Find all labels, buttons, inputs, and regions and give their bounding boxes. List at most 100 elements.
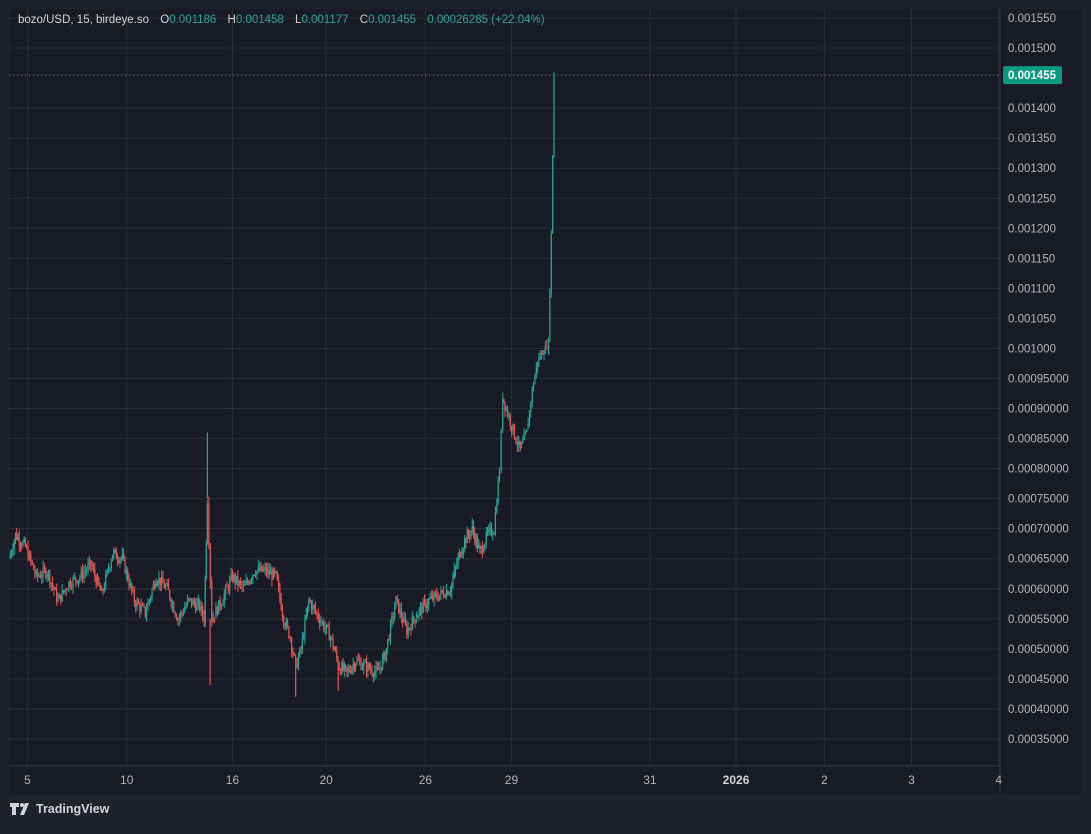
- candle-body: [339, 669, 342, 674]
- gridlines: [9, 9, 1000, 766]
- candle-body: [323, 621, 325, 630]
- candle-body: [542, 353, 544, 355]
- candle-body: [406, 624, 408, 636]
- candle-body: [56, 588, 58, 602]
- candle-body: [481, 546, 484, 553]
- candle-body: [290, 638, 293, 651]
- candle-body: [403, 618, 405, 623]
- candle-body: [192, 600, 194, 605]
- open-key: O: [160, 14, 170, 26]
- candle-body: [297, 656, 299, 668]
- candle-body: [119, 559, 121, 563]
- price-tick-label: 0.001500: [1008, 43, 1056, 55]
- candle-body: [441, 590, 443, 593]
- candle-body: [106, 569, 108, 575]
- candle-body: [65, 589, 67, 591]
- price-tick-label: 0.00035000: [1008, 734, 1069, 746]
- candle-body: [143, 605, 145, 607]
- candle-body: [320, 622, 322, 624]
- candle-body: [461, 553, 463, 557]
- time-axis[interactable]: 5 10 16 20 26 29 31 2026 2 3 4: [9, 765, 1002, 787]
- candle-body: [400, 608, 402, 618]
- candle-body: [488, 528, 490, 532]
- candle-body: [139, 603, 141, 612]
- candle-body: [343, 665, 345, 671]
- price-tick-label: 0.00045000: [1008, 674, 1069, 686]
- candle-body: [433, 592, 435, 600]
- tradingview-branding[interactable]: TradingView: [10, 802, 109, 816]
- candle-body: [159, 577, 161, 586]
- candle-body: [230, 574, 232, 580]
- candle-body: [483, 549, 485, 553]
- candle-body: [196, 602, 198, 611]
- candle-body: [99, 585, 101, 591]
- candle-body: [378, 669, 380, 670]
- candle-body: [189, 598, 191, 599]
- candle-body: [387, 638, 389, 648]
- candle-body: [275, 571, 277, 573]
- candle-body: [324, 628, 326, 630]
- candle-body: [163, 583, 165, 589]
- candle-body: [417, 615, 419, 619]
- candle-body: [500, 430, 502, 472]
- candle-body: [410, 627, 412, 630]
- plot-area[interactable]: [9, 9, 1082, 794]
- candle-body: [445, 590, 447, 598]
- candle-body: [52, 582, 54, 587]
- candle-body: [466, 531, 468, 544]
- candle-body: [166, 583, 168, 586]
- candle-body: [98, 577, 100, 586]
- candle-body: [95, 576, 97, 586]
- candle-body: [105, 574, 107, 588]
- candle-body: [316, 611, 318, 614]
- candle-body: [77, 579, 80, 584]
- candle-body: [288, 626, 290, 638]
- candle-body: [356, 659, 358, 664]
- last-price-badge: [1003, 66, 1062, 85]
- symbol-label[interactable]: bozo/USD, 15, birdeye.so: [18, 14, 150, 26]
- candle-body: [540, 353, 543, 358]
- candle-body: [16, 532, 18, 540]
- candle-body: [348, 669, 350, 672]
- price-axis[interactable]: 0.001550 0.001500 0.001400 0.001350 0.001300…: [9, 9, 1069, 794]
- candle-body: [443, 592, 445, 597]
- candle-body: [242, 585, 244, 587]
- candle-body: [144, 606, 146, 616]
- candle-body: [31, 560, 33, 564]
- candle-body: [352, 664, 354, 668]
- candle-body: [271, 571, 273, 580]
- candle-body: [361, 667, 364, 670]
- candle-body: [88, 560, 90, 565]
- candle-body: [418, 609, 420, 616]
- candle-body: [421, 606, 423, 614]
- candle-body: [415, 618, 417, 623]
- candle-body: [498, 471, 501, 481]
- candle-body: [35, 571, 37, 575]
- candle-body: [422, 601, 424, 614]
- candle-body: [154, 583, 156, 588]
- candle-body: [371, 670, 373, 675]
- candle-body: [470, 530, 472, 537]
- candle-body: [41, 576, 43, 578]
- candle-body: [479, 545, 481, 550]
- candle-body: [229, 579, 231, 591]
- candle-body: [365, 661, 368, 672]
- candle-body: [135, 602, 137, 607]
- candle-body: [256, 570, 258, 576]
- candle-body: [351, 667, 353, 673]
- candle-body: [353, 664, 355, 669]
- candle-body: [131, 583, 133, 591]
- candle-body: [308, 599, 310, 606]
- candle-body: [524, 432, 527, 435]
- candle-body: [512, 424, 514, 431]
- candle-body: [49, 571, 51, 585]
- candle-body: [11, 552, 13, 555]
- candle-body: [451, 583, 453, 593]
- tradingview-logo-icon: [10, 803, 29, 815]
- candle-body: [493, 533, 495, 535]
- candle-body: [449, 592, 452, 594]
- candle-body: [188, 598, 190, 600]
- candle-body: [485, 531, 487, 545]
